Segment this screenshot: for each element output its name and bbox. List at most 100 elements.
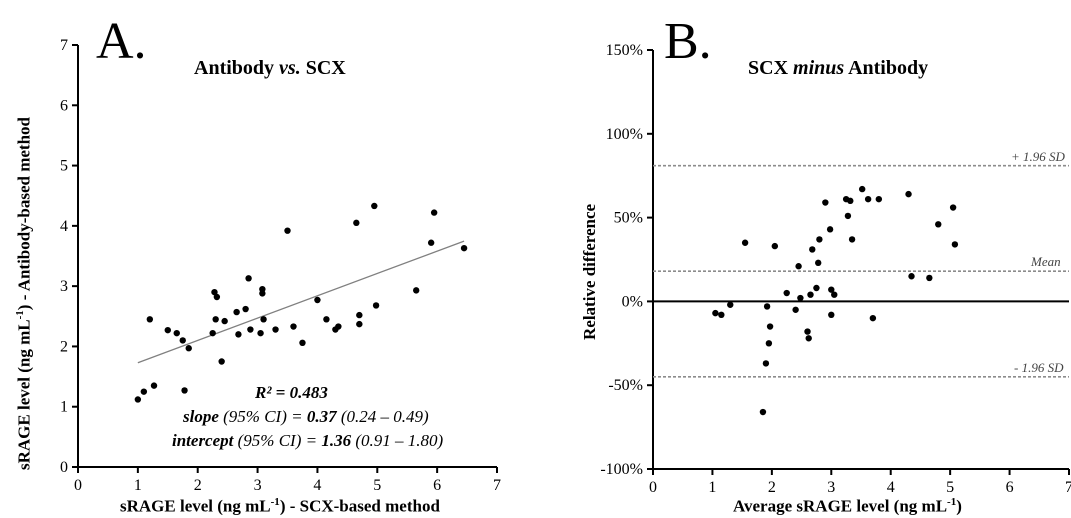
x-tick-label: 5 xyxy=(946,479,954,496)
x-tick-label: 3 xyxy=(254,477,262,494)
data-point xyxy=(847,197,854,205)
regression-line xyxy=(137,240,465,364)
data-point xyxy=(858,185,866,193)
intercept-ci: (0.91 – 1.80) xyxy=(351,431,444,450)
data-point xyxy=(805,335,812,342)
data-point xyxy=(284,227,291,234)
data-point xyxy=(762,360,770,367)
x-tick-label: 2 xyxy=(194,477,202,494)
intercept-annotation: intercept (95% CI) = 1.36 (0.91 – 1.80) xyxy=(172,431,443,451)
panel-a-y-axis-label: sRAGE level (ng mL-1) - Antibody-based m… xyxy=(14,117,35,470)
data-point xyxy=(460,244,468,252)
data-point xyxy=(427,239,435,246)
panel-b-title-part2: minus xyxy=(793,57,845,79)
panel-b-xlabel-part2: ) xyxy=(956,496,962,516)
data-point xyxy=(213,293,221,301)
data-point xyxy=(257,329,264,337)
data-point xyxy=(765,340,773,347)
data-point xyxy=(323,316,330,323)
data-point xyxy=(826,226,834,233)
data-point xyxy=(150,382,158,389)
x-tick-label: 6 xyxy=(1006,479,1014,496)
data-point xyxy=(242,305,249,313)
data-point xyxy=(181,387,188,394)
panel-a-xlabel-part1: sRAGE level (ng mL xyxy=(120,496,271,516)
panel-b-title-part1: SCX xyxy=(748,57,794,79)
data-point xyxy=(949,204,957,211)
slope-label: slope xyxy=(183,407,219,426)
data-point xyxy=(718,311,725,319)
y-tick-label: 7 xyxy=(60,37,68,54)
x-tick-label: 2 xyxy=(768,479,776,496)
data-point xyxy=(209,329,216,337)
data-point xyxy=(816,236,823,243)
slope-annotation: slope (95% CI) = 0.37 (0.24 – 0.49) xyxy=(183,407,429,427)
data-point xyxy=(372,302,380,309)
x-tick-label: 7 xyxy=(493,477,501,494)
r2-text: R² = 0.483 xyxy=(255,383,328,402)
data-point xyxy=(247,326,254,333)
data-point xyxy=(140,388,148,395)
slope-ci: (0.24 – 0.49) xyxy=(336,407,429,426)
panel-a-title-part3: SCX xyxy=(300,57,346,79)
data-point xyxy=(905,190,912,198)
data-point xyxy=(813,284,820,292)
data-point xyxy=(371,202,378,210)
data-point xyxy=(211,288,218,296)
data-point xyxy=(792,306,799,313)
panel-a-xlabel-part2: ) - SCX-based method xyxy=(279,496,440,516)
panel-a-xlabel-sup: -1 xyxy=(270,496,280,508)
data-point xyxy=(795,263,802,270)
data-point xyxy=(712,309,719,317)
panel-b-xlabel-part1: Average sRAGE level (ng mL xyxy=(733,496,948,516)
panel-a-title: Antibody vs. SCX xyxy=(194,57,346,80)
x-tick-label: 1 xyxy=(708,479,716,496)
data-point xyxy=(741,239,749,246)
panel-b-xlabel-sup: -1 xyxy=(947,496,957,508)
data-point xyxy=(815,259,822,267)
x-tick-label: 4 xyxy=(887,479,895,496)
data-point xyxy=(766,323,774,330)
data-point xyxy=(272,326,279,333)
data-point xyxy=(908,273,915,280)
y-tick-label: 6 xyxy=(60,97,68,114)
data-point xyxy=(299,339,306,347)
data-point xyxy=(771,242,779,250)
data-point xyxy=(179,337,186,344)
panel-b-title-part3: Antibody xyxy=(844,57,929,79)
x-tick-label: 7 xyxy=(1065,479,1071,496)
data-point xyxy=(926,274,933,282)
data-point xyxy=(221,317,228,325)
y-tick-label: -50% xyxy=(608,377,643,394)
data-point xyxy=(804,328,811,335)
data-point xyxy=(335,323,342,330)
data-point xyxy=(259,290,266,297)
data-point xyxy=(759,408,767,416)
data-point xyxy=(185,345,192,352)
data-point xyxy=(314,296,321,304)
intercept-ci-label: (95% CI) = xyxy=(233,431,322,450)
y-tick-label: 150% xyxy=(606,42,643,59)
x-tick-label: 0 xyxy=(649,479,657,496)
data-point xyxy=(134,396,142,403)
data-point xyxy=(235,331,242,338)
data-point xyxy=(763,303,771,310)
intercept-label: intercept xyxy=(172,431,234,450)
data-point xyxy=(875,195,883,203)
panel-a-ylabel-sup: -1 xyxy=(14,310,26,320)
ref-label-mean: Mean xyxy=(1031,254,1061,269)
panel-b-plot: 0 1 2 3 4 5 6 7 -100% -50% 0% 50% 100% 150% xyxy=(600,42,1071,496)
data-point xyxy=(356,320,363,328)
data-point xyxy=(935,221,942,228)
data-point xyxy=(412,287,420,294)
slope-ci-label: (95% CI) = xyxy=(218,407,307,426)
y-tick-label: 3 xyxy=(60,278,68,295)
x-tick-label: 1 xyxy=(134,477,142,494)
data-point xyxy=(807,291,814,298)
data-point xyxy=(245,275,252,282)
data-point xyxy=(353,219,360,227)
slope-value: 0.37 xyxy=(306,407,337,426)
ref-label-upper: + 1.96 SD xyxy=(1011,149,1065,164)
panel-a-x-axis-label: sRAGE level (ng mL-1) - SCX-based method xyxy=(120,496,440,517)
data-point xyxy=(844,212,852,220)
